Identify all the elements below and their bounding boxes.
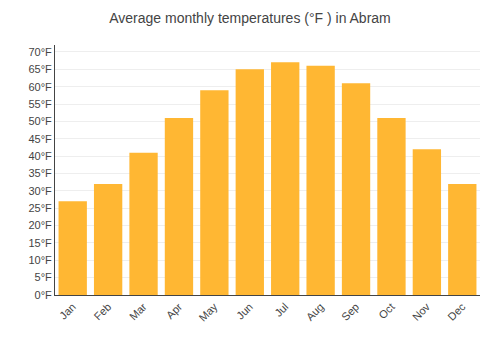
svg-text:50°F: 50°F — [28, 115, 52, 127]
svg-text:10°F: 10°F — [28, 254, 52, 266]
svg-text:Sep: Sep — [339, 301, 361, 323]
svg-text:70°F: 70°F — [28, 46, 52, 58]
svg-text:May: May — [197, 300, 221, 324]
svg-text:Feb: Feb — [92, 301, 114, 323]
svg-text:Jul: Jul — [272, 301, 290, 319]
svg-text:Apr: Apr — [164, 300, 185, 321]
svg-text:Dec: Dec — [445, 300, 468, 323]
svg-text:30°F: 30°F — [28, 185, 52, 197]
svg-text:65°F: 65°F — [28, 63, 52, 75]
svg-text:Nov: Nov — [410, 300, 433, 323]
svg-text:20°F: 20°F — [28, 219, 52, 231]
svg-text:Aug: Aug — [304, 301, 326, 323]
svg-text:5°F: 5°F — [35, 271, 53, 283]
svg-text:0°F: 0°F — [35, 289, 53, 301]
svg-text:60°F: 60°F — [28, 81, 52, 93]
svg-text:Oct: Oct — [376, 301, 397, 322]
svg-text:35°F: 35°F — [28, 167, 52, 179]
svg-text:Average monthly temperatures (: Average monthly temperatures (°F ) in Ab… — [109, 10, 391, 26]
svg-text:15°F: 15°F — [28, 237, 52, 249]
svg-text:Mar: Mar — [127, 300, 149, 322]
svg-text:25°F: 25°F — [28, 202, 52, 214]
svg-text:Jun: Jun — [234, 301, 255, 322]
svg-text:40°F: 40°F — [28, 150, 52, 162]
svg-text:45°F: 45°F — [28, 133, 52, 145]
svg-text:Jan: Jan — [57, 301, 78, 322]
svg-text:55°F: 55°F — [28, 98, 52, 110]
